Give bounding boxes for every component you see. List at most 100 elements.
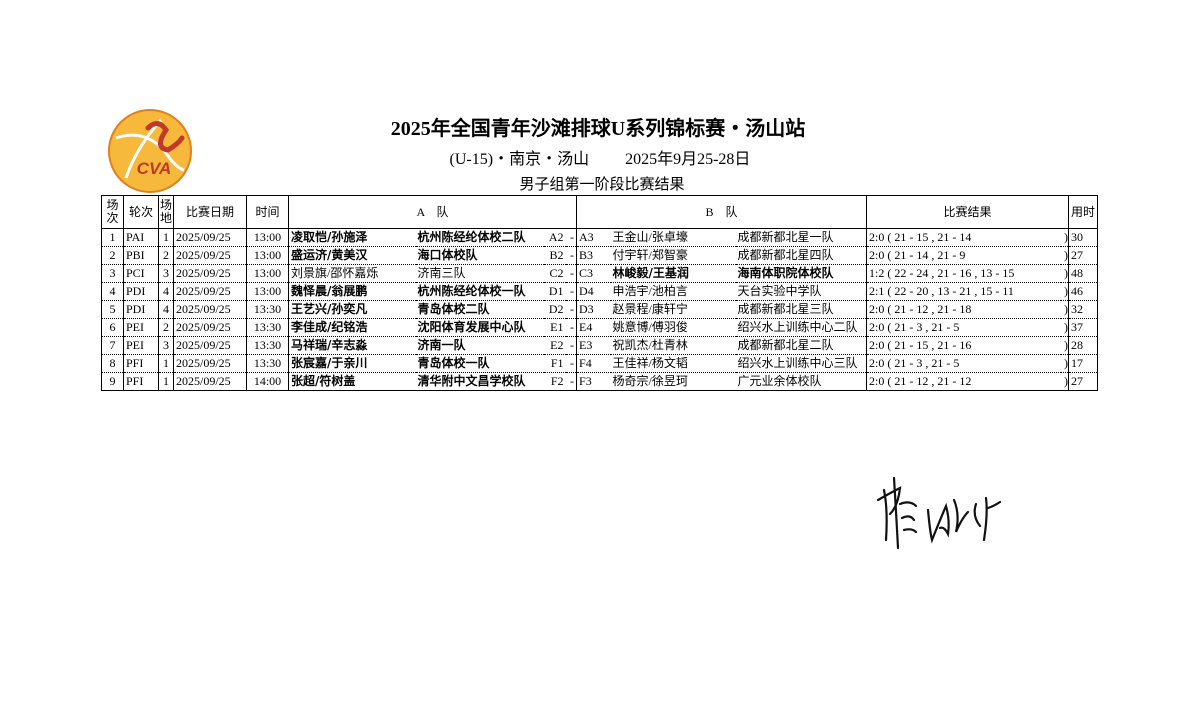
column-header: 场次 [101, 195, 124, 229]
team-a-name: 青岛体校一队 [415, 354, 544, 373]
signature-strokes [876, 476, 1002, 550]
time: 13:00 [246, 228, 289, 247]
code-separator: - [565, 282, 577, 301]
date: 2025/09/25 [173, 300, 247, 319]
score-close: ) [1060, 300, 1069, 319]
score-close: ) [1060, 264, 1069, 283]
team-a-players: 张宸嘉/于亲川 [288, 354, 416, 373]
team-a-name: 沈阳体育发展中心队 [415, 318, 544, 337]
title: 2025年全国青年沙滩排球U系列锦标赛・汤山站 [390, 118, 806, 140]
team-b-players: 申浩宇/池柏言 [610, 282, 736, 301]
team-b-code: D3 [576, 300, 611, 319]
match-no: 1 [101, 228, 124, 247]
code-separator: - [565, 228, 577, 247]
team-a-code: C2 [543, 264, 566, 283]
duration: 32 [1068, 300, 1098, 319]
court: 3 [158, 264, 174, 283]
team-a-players: 凌取恺/孙施泽 [288, 228, 416, 247]
date: 2025/09/25 [173, 264, 247, 283]
match-no: 4 [101, 282, 124, 301]
score: 2:0 ( 21 - 15 , 21 - 16 [866, 336, 1061, 355]
team-a-name: 济南一队 [415, 336, 544, 355]
score: 2:0 ( 21 - 3 , 21 - 5 [866, 318, 1061, 337]
team-a-name: 济南三队 [415, 264, 544, 283]
team-a-players: 张超/符树盖 [288, 372, 416, 391]
round: PCI [123, 264, 159, 283]
time: 14:00 [246, 372, 289, 391]
team-b-name: 成都新都北星一队 [735, 228, 867, 247]
match-no: 5 [101, 300, 124, 319]
team-a-code: D1 [543, 282, 566, 301]
result-row: 7 PEI 3 2025/09/25 13:30 马祥瑞/辛志淼 济南一队 E2- E3 祝凯杰/… [101, 336, 1098, 355]
duration: 37 [1068, 318, 1098, 337]
code-separator: - [565, 318, 577, 337]
round: PDI [123, 300, 159, 319]
dates: 2025年9月25-28日 [625, 151, 751, 168]
team-a-name: 清华附中文昌学校队 [415, 372, 544, 391]
time: 13:00 [246, 264, 289, 283]
column-header: 比赛日期 [173, 195, 247, 229]
time: 13:00 [246, 246, 289, 265]
round: PFI [123, 372, 159, 391]
code-separator: - [565, 264, 577, 283]
team-b-players: 赵景程/康轩宁 [610, 300, 736, 319]
time: 13:30 [246, 336, 289, 355]
court: 2 [158, 246, 174, 265]
match-no: 6 [101, 318, 124, 337]
duration: 46 [1068, 282, 1098, 301]
score: 2:1 ( 22 - 20 , 13 - 21 , 15 - 11 [866, 282, 1061, 301]
team-a-players: 盛运济/黄美汉 [288, 246, 416, 265]
score: 2:0 ( 21 - 12 , 21 - 12 [866, 372, 1061, 391]
team-b-players: 付宇轩/郑智豪 [610, 246, 736, 265]
team-a-code: A2 [543, 228, 566, 247]
team-a-players: 刘景旗/邵怀嘉烁 [288, 264, 416, 283]
match-no: 2 [101, 246, 124, 265]
time: 13:30 [246, 318, 289, 337]
team-b-code: A3 [576, 228, 611, 247]
table-body: 1 PAI 1 2025/09/25 13:00 凌取恺/孙施泽 杭州陈经纶体校二队 A2- A… [101, 228, 1098, 391]
score-close: ) [1060, 318, 1069, 337]
team-b-code: E3 [576, 336, 611, 355]
team-b-name: 成都新都北星四队 [735, 246, 867, 265]
stage: 男子组第一阶段比赛结果 [519, 177, 685, 193]
score-close: ) [1060, 246, 1069, 265]
score-close: ) [1060, 336, 1069, 355]
result-row: 9 PFI 1 2025/09/25 14:00 张超/符树盖 清华附中文昌学校队 F2- F3… [101, 372, 1098, 391]
team-b-name: 成都新都北星三队 [735, 300, 867, 319]
code-separator: - [565, 336, 577, 355]
code-separator: - [565, 372, 577, 391]
team-b-name: 天台实验中学队 [735, 282, 867, 301]
round: PEI [123, 318, 159, 337]
team-a-code: F1 [543, 354, 566, 373]
team-b-players: 林峻毅/王基润 [610, 264, 736, 283]
team-b-code: C3 [576, 264, 611, 283]
team-b-players: 姚意博/傅羽俊 [610, 318, 736, 337]
team-b-code: F4 [576, 354, 611, 373]
court: 2 [158, 318, 174, 337]
team-b-code: D4 [576, 282, 611, 301]
time: 13:30 [246, 300, 289, 319]
score-close: ) [1060, 354, 1069, 373]
time: 13:30 [246, 354, 289, 373]
court: 3 [158, 336, 174, 355]
court: 4 [158, 300, 174, 319]
team-a-code: B2 [543, 246, 566, 265]
result-row: 8 PFI 1 2025/09/25 13:30 张宸嘉/于亲川 青岛体校一队 F1- F4 王佳… [101, 354, 1098, 373]
subtitle: (U-15)・南京・汤山 2025年9月25-28日 [0, 145, 1200, 169]
result-row: 6 PEI 2 2025/09/25 13:30 李佳成/纪铭浩 沈阳体育发展中心队 E1- E… [101, 318, 1098, 337]
round: PAI [123, 228, 159, 247]
duration: 30 [1068, 228, 1098, 247]
match-no: 8 [101, 354, 124, 373]
result-row: 4 PDI 4 2025/09/25 13:00 魏怿晨/翁展鹏 杭州陈经纶体校一队 D1- D… [101, 282, 1098, 301]
team-a-players: 魏怿晨/翁展鹏 [288, 282, 416, 301]
court: 4 [158, 282, 174, 301]
duration: 27 [1068, 246, 1098, 265]
match-no: 9 [101, 372, 124, 391]
team-a-name: 海口体校队 [415, 246, 544, 265]
team-b-name: 绍兴水上训练中心二队 [735, 318, 867, 337]
team-a-name: 杭州陈经纶体校二队 [415, 228, 544, 247]
date: 2025/09/25 [173, 282, 247, 301]
court: 1 [158, 228, 174, 247]
score-close: ) [1060, 282, 1069, 301]
